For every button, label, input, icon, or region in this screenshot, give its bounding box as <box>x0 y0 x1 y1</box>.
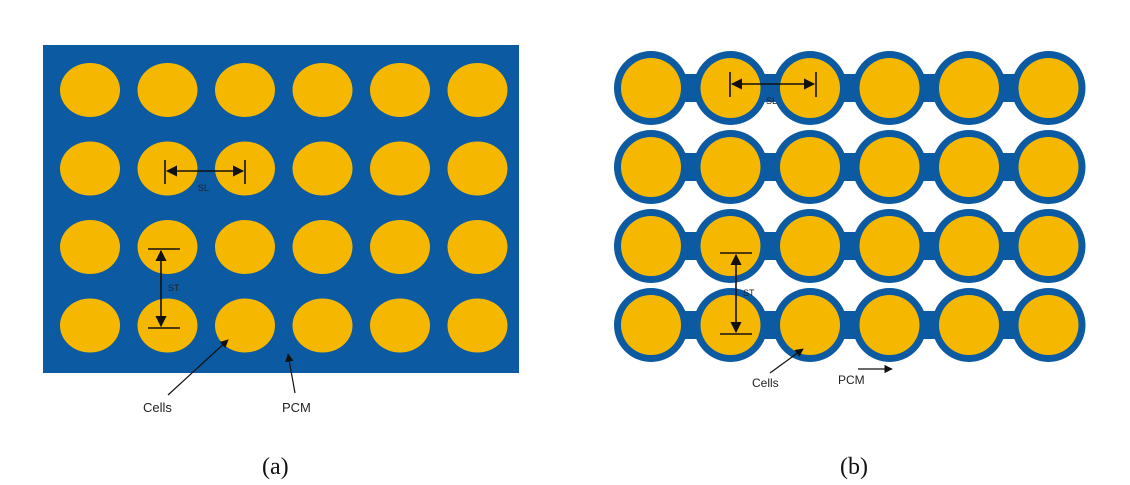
dim-sl-label-a: SL <box>198 183 209 193</box>
cell-b <box>621 137 681 197</box>
cell-b <box>780 295 840 355</box>
dimension-sl-b: SL <box>729 72 817 106</box>
cell-a <box>60 298 120 353</box>
cell-b <box>939 137 999 197</box>
cell-b <box>700 295 761 355</box>
cell-b <box>859 58 920 118</box>
cell-a <box>292 141 353 196</box>
caption-a: (a) <box>262 454 289 480</box>
cell-b <box>780 216 840 276</box>
cells-label-b: Cells <box>752 376 779 390</box>
cell-a <box>370 220 430 274</box>
cell-b <box>1018 58 1079 118</box>
cell-b <box>859 216 920 276</box>
cell-a <box>137 298 198 353</box>
cell-b <box>621 216 681 276</box>
cells-leader-b <box>769 348 804 374</box>
cell-b <box>1018 216 1079 276</box>
cell-a <box>137 63 198 117</box>
cell-a <box>447 220 508 274</box>
cells-label-a: Cells <box>143 400 172 415</box>
cell-a <box>292 220 353 274</box>
cell-b <box>621 58 681 118</box>
dim-sl-label-b: SL <box>766 96 777 106</box>
cell-b <box>939 216 999 276</box>
cell-b <box>859 295 920 355</box>
cell-a <box>215 63 275 117</box>
cell-b <box>939 58 999 118</box>
cell-a <box>447 63 508 117</box>
dim-st-label-a: ST <box>168 283 180 293</box>
dim-st-label-b: ST <box>743 288 755 298</box>
cell-a <box>370 141 430 196</box>
dimension-st-a: ST <box>148 248 180 329</box>
cell-a <box>370 63 430 117</box>
cell-a <box>292 298 353 353</box>
pcm-label-a: PCM <box>282 400 311 415</box>
cell-b <box>780 137 840 197</box>
cell-b <box>700 137 761 197</box>
cell-b <box>1018 295 1079 355</box>
cell-grid-a <box>60 63 508 353</box>
cell-a <box>292 63 353 117</box>
cell-a <box>447 141 508 196</box>
cell-a <box>447 298 508 353</box>
dimension-st-b: ST <box>720 252 755 335</box>
caption-b: (b) <box>840 454 868 480</box>
panel-b: SL ST Cells PCM (b) <box>614 51 1086 480</box>
cell-a <box>137 220 198 274</box>
cell-a <box>137 141 198 196</box>
cell-a <box>60 63 120 117</box>
pcm-leader-a <box>285 353 296 394</box>
cell-a <box>215 298 275 353</box>
cell-grid-b <box>621 58 1079 355</box>
cell-b <box>780 58 840 118</box>
cell-a <box>215 220 275 274</box>
pcm-label-b: PCM <box>838 373 865 387</box>
cell-b <box>939 295 999 355</box>
dimension-sl-a: SL <box>164 160 246 193</box>
cell-b <box>859 137 920 197</box>
pcm-block-a <box>43 45 519 373</box>
cell-b <box>621 295 681 355</box>
cell-a <box>370 298 430 353</box>
cell-a <box>60 220 120 274</box>
cell-a <box>60 141 120 196</box>
panel-a: SL ST Cells PCM (a) <box>43 45 519 480</box>
cells-leader-a <box>167 339 229 396</box>
cell-b <box>1018 137 1079 197</box>
cell-b <box>700 216 761 276</box>
